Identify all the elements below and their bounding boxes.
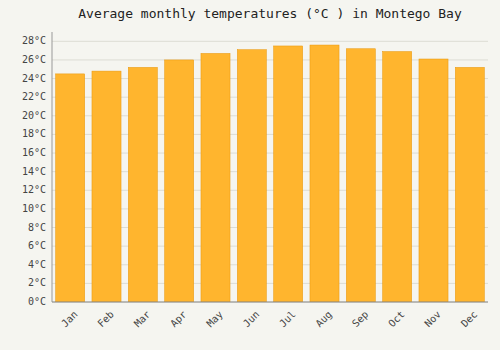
- y-tick-label: 24°C: [22, 73, 46, 84]
- y-tick-label: 8°C: [28, 222, 46, 233]
- x-ticks: Jan Feb Mar Apr May Jun Jul Aug Sep Oct Nov Dec: [59, 309, 479, 330]
- bar: [383, 52, 412, 302]
- y-tick-label: 18°C: [22, 128, 46, 139]
- bars: [56, 45, 485, 302]
- x-axis-line: [52, 302, 488, 303]
- x-tick-label: Nov: [422, 309, 443, 330]
- x-tick-label: Jul: [277, 309, 298, 330]
- y-tick-label: 16°C: [22, 147, 46, 158]
- x-tick-label: Sep: [350, 309, 371, 330]
- x-tick-label: Jan: [59, 309, 80, 330]
- x-tick-label: Mar: [132, 309, 153, 330]
- bar: [56, 74, 85, 302]
- x-tick-label: May: [204, 309, 225, 330]
- x-tick-label: Aug: [313, 309, 334, 330]
- x-tick-label: Oct: [386, 309, 407, 330]
- x-tick-label: Apr: [168, 309, 189, 330]
- y-tick-label: 26°C: [22, 54, 46, 65]
- title: Average monthly temperatures (°C ) in Mo…: [78, 6, 462, 21]
- bar: [165, 60, 194, 302]
- bar: [274, 46, 303, 302]
- background: [0, 0, 500, 350]
- y-tick-label: 28°C: [22, 35, 46, 46]
- bar: [92, 71, 121, 302]
- bar: [237, 50, 266, 302]
- grid-line: [52, 41, 488, 42]
- y-ticks: 0°C 2°C 4°C 6°C 8°C 10°C 12°C 14°C 16°C 18°C 20°C 2…: [22, 35, 46, 307]
- y-axis-line: [52, 32, 53, 302]
- x-tick-label: Jun: [241, 309, 262, 330]
- bar: [346, 49, 375, 302]
- y-tick-label: 12°C: [22, 184, 46, 195]
- y-tick-label: 20°C: [22, 110, 46, 121]
- x-tick-label: Feb: [95, 309, 116, 330]
- grid-line: [52, 302, 488, 303]
- y-tick-label: 22°C: [22, 91, 46, 102]
- bar: [201, 53, 230, 302]
- bar: [128, 67, 157, 302]
- x-tick-label: Dec: [459, 309, 480, 330]
- y-tick-label: 2°C: [28, 277, 46, 288]
- bar: [310, 45, 339, 302]
- grid: [52, 41, 488, 302]
- y-tick-label: 4°C: [28, 259, 46, 270]
- chart: 0°C 2°C 4°C 6°C 8°C 10°C 12°C 14°C 16°C 18°C 20°C 2…: [0, 0, 500, 350]
- y-tick-label: 0°C: [28, 296, 46, 307]
- y-tick-label: 6°C: [28, 240, 46, 251]
- bar: [455, 67, 484, 302]
- bar: [419, 59, 448, 302]
- y-tick-label: 14°C: [22, 166, 46, 177]
- y-tick-label: 10°C: [22, 203, 46, 214]
